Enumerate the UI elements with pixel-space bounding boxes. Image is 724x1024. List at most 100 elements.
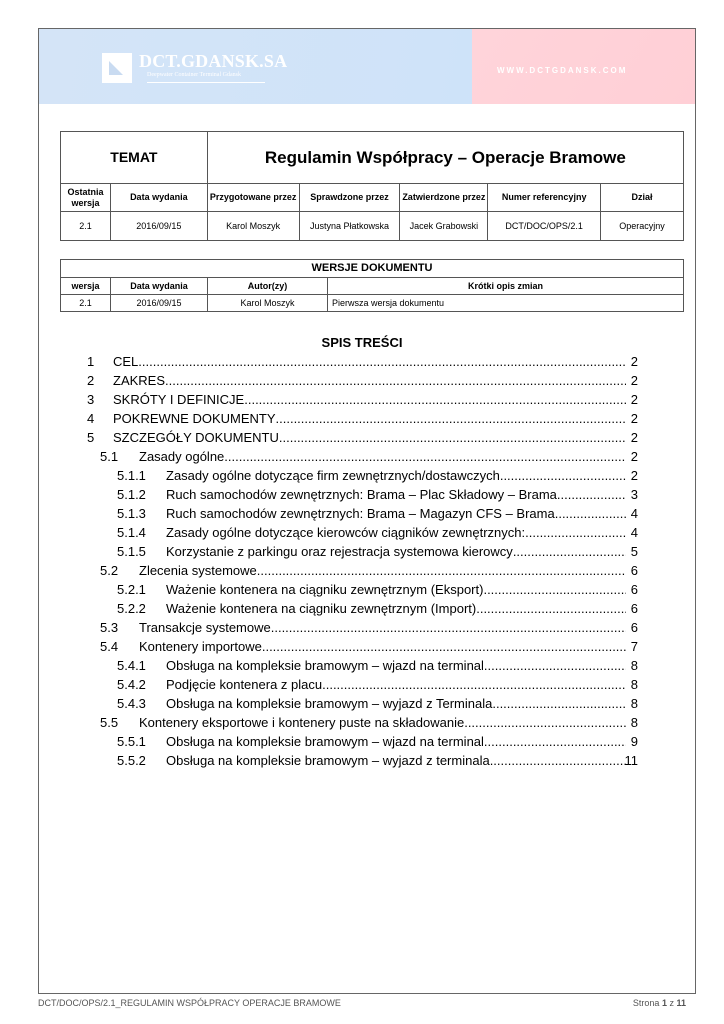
toc-leader-dots xyxy=(224,447,626,466)
mv-cell: 2016/09/15 xyxy=(109,211,208,241)
logo-name: DCT.GDANSK.SA xyxy=(139,51,288,71)
toc-entry-text-wrap: Obsługa na kompleksie bramowym – wjazd n… xyxy=(166,656,626,675)
vr-cell: Pierwsza wersja dokumentu xyxy=(327,294,684,312)
toc-entry-number: 5.1.2 xyxy=(117,487,146,502)
toc-entry-text: Korzystanie z parkingu oraz rejestracja … xyxy=(166,544,513,559)
toc-entry-text: Kontenery eksportowe i kontenery puste n… xyxy=(139,715,465,730)
toc-entry[interactable]: 5.2 Zlecenia systemowe 6 xyxy=(0,561,724,580)
toc-entry-number: 5.3 xyxy=(100,620,119,635)
toc-entry-number: 5.5 xyxy=(100,715,119,730)
toc-entry-text-wrap: Obsługa na kompleksie bramowym – wyjazd … xyxy=(166,694,626,713)
vh-cell: Krótki opis zmian xyxy=(327,277,684,295)
toc-leader-dots xyxy=(279,428,626,447)
mh-cell: Sprawdzone przez xyxy=(298,183,401,212)
versions-table: WERSJE DOKUMENTU wersja Data wydania Autor… xyxy=(60,259,684,312)
toc-entry[interactable]: 1 CEL 2 xyxy=(0,352,724,371)
vh-cell: Autor(zy) xyxy=(207,277,328,295)
toc-leader-dots xyxy=(276,409,626,428)
toc-entry[interactable]: 5.1.5 Korzystanie z parkingu oraz rejest… xyxy=(0,542,724,561)
toc-entry-text-wrap: Ważenie kontenera na ciągniku zewnętrzny… xyxy=(166,580,626,599)
toc-entry[interactable]: 5.4.2 Podjęcie kontenera z placu 8 xyxy=(0,675,724,694)
mv-cell: Jacek Grabowski xyxy=(399,211,489,241)
toc-entry-text: Kontenery importowe xyxy=(139,639,262,654)
toc-entry-text-wrap: ZAKRES xyxy=(113,371,626,390)
toc-entry[interactable]: 5.4 Kontenery importowe 7 xyxy=(0,637,724,656)
toc-entry-page: 7 xyxy=(630,639,638,654)
page-frame xyxy=(38,28,696,994)
toc-entry[interactable]: 5.2.2 Ważenie kontenera na ciągniku zewn… xyxy=(0,599,724,618)
toc-entry[interactable]: 5.3 Transakcje systemowe 6 xyxy=(0,618,724,637)
topic-label: TEMAT xyxy=(60,131,208,184)
toc-entry-text: ZAKRES xyxy=(113,373,166,388)
footer-doc-ref: DCT/DOC/OPS/2.1_REGULAMIN WSPÓŁPRACY OPE… xyxy=(38,998,341,1008)
toc-entry-text-wrap: Zasady ogólne dotyczące kierowców ciągni… xyxy=(166,523,626,542)
page-label: Strona xyxy=(632,998,660,1008)
vh-cell: wersja xyxy=(60,277,111,295)
toc-entry-number: 4 xyxy=(87,411,95,426)
toc-entry-text: Podjęcie kontenera z placu xyxy=(166,677,323,692)
mv-cell: Operacyjny xyxy=(600,211,684,241)
toc-entry[interactable]: 3 SKRÓTY I DEFINICJE 2 xyxy=(0,390,724,409)
toc-entry-text: Obsługa na kompleksie bramowym – wyjazd … xyxy=(166,753,490,768)
mh-cell: Data wydania xyxy=(109,183,208,212)
toc-entry[interactable]: 4 POKREWNE DOKUMENTY 2 xyxy=(0,409,724,428)
toc-entry-number: 5.2.2 xyxy=(117,601,146,616)
toc-leader-dots xyxy=(165,371,626,390)
mv-cell: DCT/DOC/OPS/2.1 xyxy=(487,211,602,241)
toc-leader-dots xyxy=(244,390,626,409)
toc-entry[interactable]: 5.1.4 Zasady ogólne dotyczące kierowców … xyxy=(0,523,724,542)
toc-entry[interactable]: 5.1.2 Ruch samochodów zewnętrznych: Bram… xyxy=(0,485,724,504)
toc-entry-text: Zasady ogólne dotyczące firm zewnętrznyc… xyxy=(166,468,500,483)
toc-entry-text: Zasady ogólne dotyczące kierowców ciągni… xyxy=(166,525,526,540)
toc-entry-number: 5.4.2 xyxy=(117,677,146,692)
toc-entry-number: 5.1.4 xyxy=(117,525,146,540)
toc-entry[interactable]: 5.5.2 Obsługa na kompleksie bramowym – w… xyxy=(0,751,724,770)
toc-entry-number: 5.4.3 xyxy=(117,696,146,711)
toc-entry-text-wrap: CEL xyxy=(113,352,626,371)
toc-entry-number: 5 xyxy=(87,430,95,445)
toc-entry-text: SKRÓTY I DEFINICJE xyxy=(113,392,245,407)
toc-entry-text-wrap: Kontenery importowe xyxy=(139,637,626,656)
logo-icon xyxy=(102,53,132,83)
footer-page-number: Strona 1 z 11 xyxy=(633,998,686,1008)
toc-entry-page: 6 xyxy=(630,620,638,635)
toc-entry-text: Zasady ogólne xyxy=(139,449,225,464)
toc-entry-text-wrap: POKREWNE DOKUMENTY xyxy=(113,409,626,428)
mv-cell: Karol Moszyk xyxy=(206,211,300,241)
vr-cell: Karol Moszyk xyxy=(207,294,328,312)
toc-entry-text-wrap: Ruch samochodów zewnętrznych: Brama – Ma… xyxy=(166,504,626,523)
toc-entry-number: 2 xyxy=(87,373,95,388)
toc-entry[interactable]: 5.1.3 Ruch samochodów zewnętrznych: Bram… xyxy=(0,504,724,523)
toc-entry[interactable]: 5.1.1 Zasady ogólne dotyczące firm zewnę… xyxy=(0,466,724,485)
toc-entry-page: 2 xyxy=(630,354,638,369)
toc-entry[interactable]: 5.4.3 Obsługa na kompleksie bramowym – w… xyxy=(0,694,724,713)
toc-entry-text: Ruch samochodów zewnętrznych: Brama – Pl… xyxy=(166,487,557,502)
toc-entry-number: 3 xyxy=(87,392,95,407)
toc-entry[interactable]: 5.1 Zasady ogólne 2 xyxy=(0,447,724,466)
toc-entry[interactable]: 5.5.1 Obsługa na kompleksie bramowym – w… xyxy=(0,732,724,751)
toc-entry-text-wrap: Korzystanie z parkingu oraz rejestracja … xyxy=(166,542,626,561)
logo-tagline: Deepwater Container Terminal Gdansk xyxy=(147,72,265,83)
toc-entry[interactable]: 5 SZCZEGÓŁY DOKUMENTU 2 xyxy=(0,428,724,447)
mh-cell: Ostatnia wersja xyxy=(60,183,111,212)
toc-entry-text: Obsługa na kompleksie bramowym – wjazd n… xyxy=(166,658,484,673)
toc-entry-page: 6 xyxy=(630,601,638,616)
mh-cell: Numer referencyjny xyxy=(487,183,602,212)
toc-entry-number: 5.5.1 xyxy=(117,734,146,749)
toc-entry-text: CEL xyxy=(113,354,139,369)
toc-entry-number: 5.1.3 xyxy=(117,506,146,521)
toc-entry-text-wrap: Obsługa na kompleksie bramowym – wjazd n… xyxy=(166,732,626,751)
toc-leader-dots xyxy=(262,637,626,656)
toc-entry-text: Transakcje systemowe xyxy=(139,620,271,635)
toc-leader-dots xyxy=(322,675,626,694)
toc-entry[interactable]: 5.5 Kontenery eksportowe i kontenery pus… xyxy=(0,713,724,732)
toc-entry-page: 4 xyxy=(630,525,638,540)
toc-entry[interactable]: 5.2.1 Ważenie kontenera na ciągniku zewn… xyxy=(0,580,724,599)
current-page: 1 xyxy=(661,998,667,1008)
toc-entry-text-wrap: Ważenie kontenera na ciągniku zewnętrzny… xyxy=(166,599,626,618)
toc-entry[interactable]: 2 ZAKRES 2 xyxy=(0,371,724,390)
mv-cell: Justyna Płatkowska xyxy=(298,211,401,241)
toc-entry[interactable]: 5.4.1 Obsługa na kompleksie bramowym – w… xyxy=(0,656,724,675)
vr-cell: 2016/09/15 xyxy=(110,294,208,312)
toc-entry-page: 8 xyxy=(630,658,638,673)
